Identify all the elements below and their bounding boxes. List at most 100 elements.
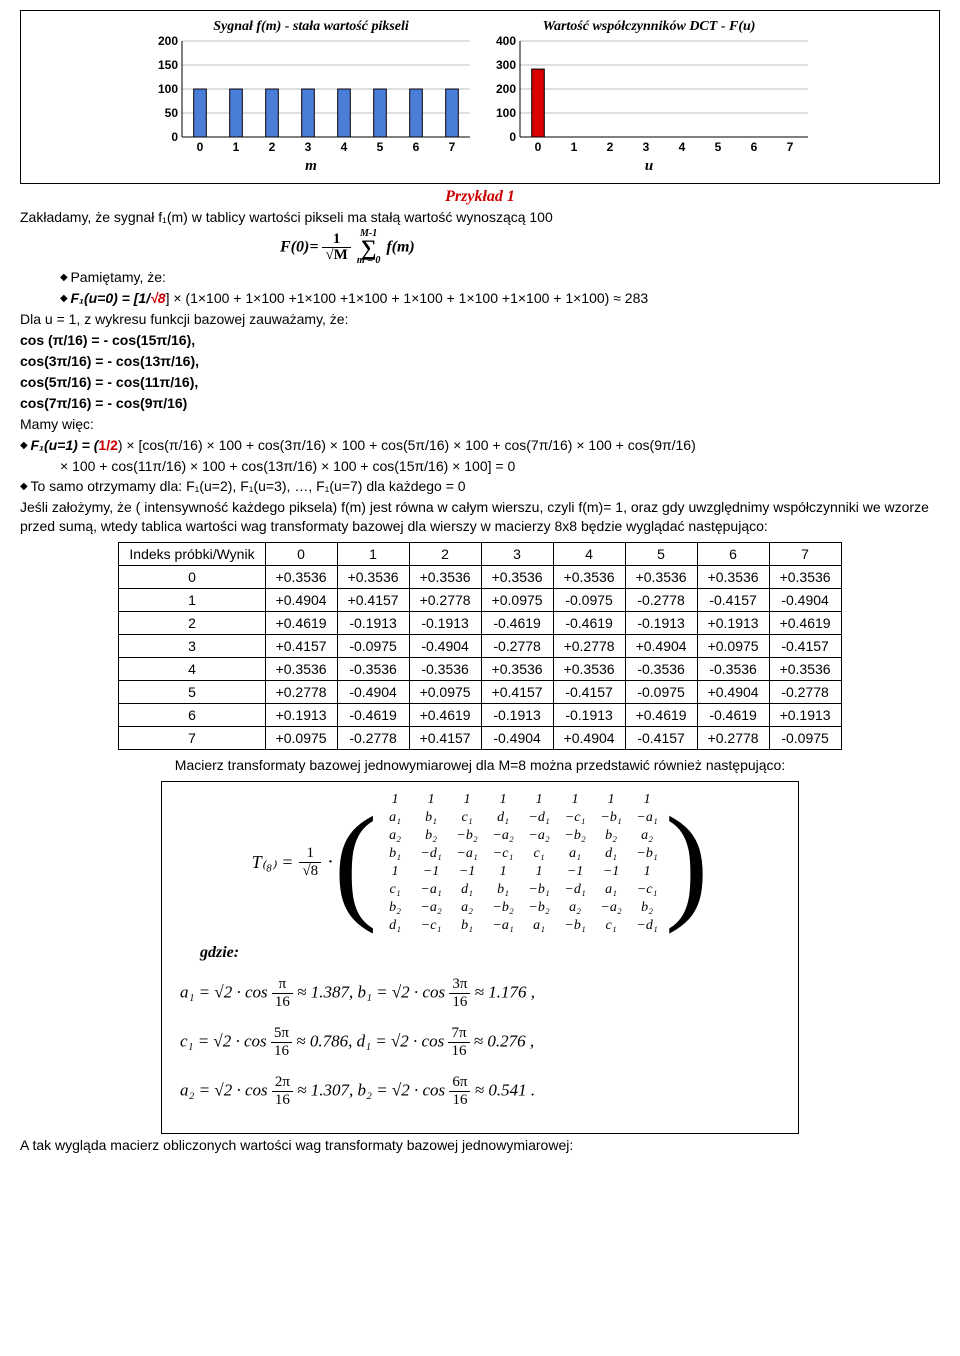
t-tos: To samo otrzymamy dla: F₁(u=2), F₁(u=3),… <box>30 478 465 494</box>
svg-text:6: 6 <box>413 140 420 154</box>
cell: +0.3536 <box>409 566 481 589</box>
formula-F0: F(0)= 1 √M M-1 ∑ m = 0 f(m) <box>280 229 940 267</box>
chart-Fu-svg: 010020030040001234567 <box>484 35 814 155</box>
matrix-cell: a₁ <box>557 846 593 862</box>
gdzie-label: gdzie: <box>200 944 780 962</box>
dct-col-head: 2 <box>409 543 481 566</box>
cell: -0.1913 <box>625 612 697 635</box>
f0-coef-den: √M <box>322 248 350 263</box>
cell: -0.4157 <box>553 681 625 704</box>
cell: -0.4904 <box>337 681 409 704</box>
matrix-cell: −b₂ <box>485 900 521 916</box>
cell: -0.1913 <box>553 704 625 727</box>
matrix-cell: 1 <box>629 792 665 808</box>
matrix-cell: −a₁ <box>413 882 449 898</box>
cell: +0.4157 <box>409 727 481 750</box>
cell: +0.2778 <box>553 635 625 658</box>
t-j1: Jeśli założymy, że ( intensywność każdeg… <box>20 499 929 534</box>
cell: +0.3536 <box>481 566 553 589</box>
svg-text:100: 100 <box>158 82 178 96</box>
matrix-cell: 1 <box>629 864 665 880</box>
cell: -0.3536 <box>625 658 697 681</box>
matrix-grid: 11111111a₁b₁c₁d₁−d₁−c₁−b₁−a₁a₂b₂−b₂−a₂−a… <box>377 792 665 934</box>
matrix-cell: d₁ <box>593 846 629 862</box>
cell: -0.3536 <box>697 658 769 681</box>
svg-text:150: 150 <box>158 58 178 72</box>
cell: -0.2778 <box>769 681 841 704</box>
matrix-cell: b₂ <box>629 900 665 916</box>
matrix-cell: −d₁ <box>629 918 665 934</box>
matrix-coef: 1 √8 <box>299 845 321 880</box>
matrix-cell: c₁ <box>521 846 557 862</box>
matrix-cell: −a₁ <box>449 846 485 862</box>
t-l3c: ] × (1×100 + 1×100 +1×100 +1×100 + 1×100… <box>166 290 649 306</box>
cell: +0.1913 <box>769 704 841 727</box>
matrix-cell: 1 <box>485 792 521 808</box>
chart-fm-title: Sygnał f(m) - stała wartość pikseli <box>146 19 476 35</box>
chart-Fu: Wartość współczynników DCT - F(u) 010020… <box>480 15 818 179</box>
cell: -0.0975 <box>337 635 409 658</box>
cell: -0.4157 <box>697 589 769 612</box>
cell: -0.2778 <box>625 589 697 612</box>
table-row: 7+0.0975-0.2778+0.4157-0.4904+0.4904-0.4… <box>119 727 841 750</box>
matrix-cell: 1 <box>593 792 629 808</box>
row-head: 3 <box>119 635 265 658</box>
cell: +0.3536 <box>337 566 409 589</box>
cell: +0.3536 <box>697 566 769 589</box>
F1u1-line2: × 100 + cos(11π/16) × 100 + cos(13π/16) … <box>60 457 940 476</box>
row-head: 5 <box>119 681 265 704</box>
matrix-cell: −a₁ <box>629 810 665 826</box>
cell: +0.3536 <box>769 566 841 589</box>
dct-col-head: 5 <box>625 543 697 566</box>
chart-Fu-xlabel: u <box>484 158 814 175</box>
matrix-cell: d₁ <box>485 810 521 826</box>
matrix-cell: −b₂ <box>521 900 557 916</box>
row-head: 0 <box>119 566 265 589</box>
matrix-cell: −a₂ <box>413 900 449 916</box>
svg-text:3: 3 <box>643 140 650 154</box>
chart-fm-svg: 05010015020001234567 <box>146 35 476 155</box>
table-row: 0+0.3536+0.3536+0.3536+0.3536+0.3536+0.3… <box>119 566 841 589</box>
cell: +0.4619 <box>409 704 481 727</box>
lparen-icon: ( <box>334 811 377 915</box>
table-row: 1+0.4904+0.4157+0.2778+0.0975-0.0975-0.2… <box>119 589 841 612</box>
dct-col-head: 1 <box>337 543 409 566</box>
cell: +0.1913 <box>697 612 769 635</box>
def-line: c₁ = √2 · cos 5π16 ≈ 0.786, d₁ = √2 · co… <box>180 1025 780 1060</box>
cell: +0.3536 <box>553 658 625 681</box>
matrix-cell: −b₁ <box>593 810 629 826</box>
bullet-samo: To samo otrzymamy dla: F₁(u=2), F₁(u=3),… <box>20 477 940 496</box>
svg-text:200: 200 <box>496 82 516 96</box>
svg-text:1: 1 <box>571 140 578 154</box>
matrix-num: 1 <box>299 845 321 863</box>
svg-text:4: 4 <box>679 140 686 154</box>
cell: +0.1913 <box>265 704 337 727</box>
cell: -0.3536 <box>337 658 409 681</box>
cell: +0.3536 <box>553 566 625 589</box>
cell: -0.1913 <box>337 612 409 635</box>
t-mamy: Mamy więc: <box>20 416 94 432</box>
svg-text:300: 300 <box>496 58 516 72</box>
cos-eq4: cos(7π/16) = - cos(9π/16) <box>20 394 940 413</box>
cell: -0.4619 <box>481 612 553 635</box>
svg-text:0: 0 <box>171 130 178 144</box>
matrix-cell: −c₁ <box>557 810 593 826</box>
matrix-cell: 1 <box>413 792 449 808</box>
rparen-icon: ) <box>665 811 708 915</box>
cell: +0.4619 <box>265 612 337 635</box>
matrix-den: √8 <box>299 863 321 880</box>
matrix-cell: −1 <box>593 864 629 880</box>
row-head: 4 <box>119 658 265 681</box>
table-row: 2+0.4619-0.1913-0.1913-0.4619-0.4619-0.1… <box>119 612 841 635</box>
dct-table: Indeks próbki/Wynik01234567 0+0.3536+0.3… <box>118 542 841 750</box>
cell: +0.0975 <box>265 727 337 750</box>
f0-rhs: f(m) <box>386 238 414 255</box>
matrix-cell: −b₁ <box>557 918 593 934</box>
t-f1d: × 100 + cos(11π/16) × 100 + cos(13π/16) … <box>60 458 515 474</box>
table-row: 4+0.3536-0.3536-0.3536+0.3536+0.3536-0.3… <box>119 658 841 681</box>
matrix-cell: b₁ <box>377 846 413 862</box>
cell: -0.4904 <box>769 589 841 612</box>
matrix-cell: b₂ <box>377 900 413 916</box>
cell: +0.0975 <box>409 681 481 704</box>
dct-col-head: 4 <box>553 543 625 566</box>
